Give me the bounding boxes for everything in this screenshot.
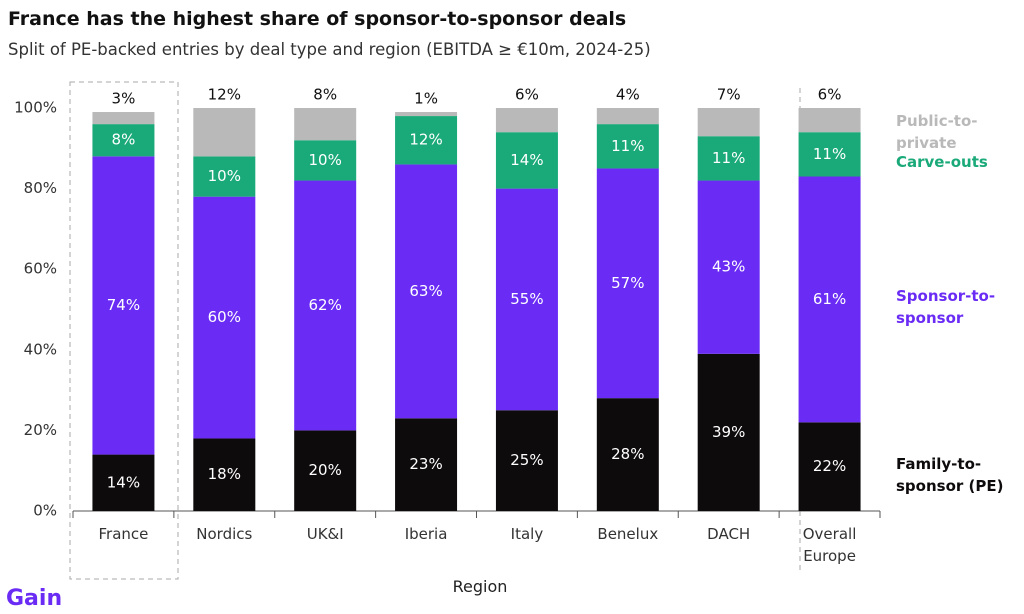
- bar-segment: [798, 176, 861, 423]
- bar-segment: [798, 422, 861, 511]
- x-tick-label: Iberia: [404, 525, 448, 543]
- value-label: 62%: [309, 296, 342, 314]
- bar-segment: [92, 156, 155, 455]
- value-label: 43%: [712, 258, 745, 276]
- value-label: 39%: [712, 423, 745, 441]
- x-tick-label: Italy: [510, 525, 544, 543]
- value-label: 63%: [409, 282, 442, 300]
- brand-logo: Gain: [6, 586, 63, 611]
- bar-segment: [697, 180, 760, 354]
- bar-segment: [193, 438, 256, 511]
- y-tick-label: 80%: [24, 179, 57, 197]
- bar-segment: [294, 180, 357, 431]
- value-label: 3%: [112, 90, 136, 108]
- value-label: 11%: [813, 145, 846, 163]
- bar-segment: [596, 108, 659, 125]
- value-label: 11%: [712, 149, 745, 167]
- y-tick-label: 40%: [24, 340, 57, 358]
- chart-title: France has the highest share of sponsor-…: [8, 8, 627, 30]
- value-label: 25%: [510, 451, 543, 469]
- y-tick-label: 0%: [33, 502, 57, 520]
- value-label: 7%: [717, 86, 741, 104]
- value-label: 28%: [611, 445, 644, 463]
- legend-label: Sponsor-to-sponsor: [896, 287, 996, 328]
- legend-label: Family-to-sponsor (PE): [896, 454, 1004, 495]
- bar-segment: [395, 112, 458, 117]
- bar-segment: [798, 108, 861, 133]
- bar-segment: [697, 108, 760, 137]
- value-label: 6%: [818, 86, 842, 104]
- bar-segment: [495, 108, 558, 133]
- bar-segment: [395, 418, 458, 511]
- value-label: 55%: [510, 290, 543, 308]
- value-label: 6%: [515, 86, 539, 104]
- bar-segment: [193, 108, 256, 157]
- value-label: 22%: [813, 457, 846, 475]
- bar-segment: [697, 353, 760, 511]
- bar-segment: [495, 410, 558, 511]
- value-label: 61%: [813, 290, 846, 308]
- value-label: 18%: [208, 465, 241, 483]
- value-label: 14%: [107, 473, 140, 491]
- value-label: 10%: [309, 151, 342, 169]
- x-tick-label: Nordics: [196, 525, 253, 543]
- chart-subtitle: Split of PE-backed entries by deal type …: [8, 40, 651, 59]
- highlight-box: [69, 81, 179, 580]
- value-label: 8%: [112, 131, 136, 149]
- value-label: 11%: [611, 137, 644, 155]
- x-tick-label: France: [98, 525, 149, 543]
- value-label: 14%: [510, 151, 543, 169]
- value-label: 8%: [313, 86, 337, 104]
- x-tick-label: Benelux: [597, 525, 659, 543]
- bar-segment: [193, 196, 256, 439]
- bar-segment: [92, 112, 155, 125]
- bar-segment: [495, 132, 558, 189]
- value-label: 1%: [414, 90, 438, 108]
- bar-segment: [395, 116, 458, 165]
- value-label: 4%: [616, 86, 640, 104]
- bar-segment: [596, 398, 659, 511]
- y-tick-label: 20%: [24, 421, 57, 439]
- x-tick-label: UK&I: [306, 525, 344, 543]
- y-tick-label: 100%: [14, 99, 57, 117]
- bar-segment: [294, 108, 357, 141]
- x-tick-label: DACH: [707, 525, 751, 543]
- legend-label: Public-to-private: [896, 112, 978, 153]
- bar-segment: [798, 132, 861, 177]
- bar-segment: [92, 124, 155, 157]
- x-tick-label: Overall Europe: [802, 525, 857, 565]
- bar-segment: [596, 168, 659, 399]
- bar-segment: [697, 136, 760, 181]
- value-label: 74%: [107, 296, 140, 314]
- bar-segment: [596, 124, 659, 169]
- value-label: 57%: [611, 274, 644, 292]
- y-tick-label: 60%: [24, 260, 57, 278]
- bar-segment: [294, 430, 357, 511]
- value-label: 20%: [309, 461, 342, 479]
- legend-label: Carve-outs: [896, 153, 988, 172]
- bar-segment: [193, 156, 256, 197]
- value-label: 10%: [208, 167, 241, 185]
- value-label: 23%: [409, 455, 442, 473]
- bar-segment: [294, 140, 357, 181]
- x-axis-title: Region: [452, 577, 508, 596]
- value-label: 12%: [409, 131, 442, 149]
- value-label: 60%: [208, 308, 241, 326]
- bar-segment: [395, 164, 458, 419]
- bar-segment: [92, 454, 155, 511]
- value-label: 12%: [208, 86, 241, 104]
- bar-segment: [495, 188, 558, 411]
